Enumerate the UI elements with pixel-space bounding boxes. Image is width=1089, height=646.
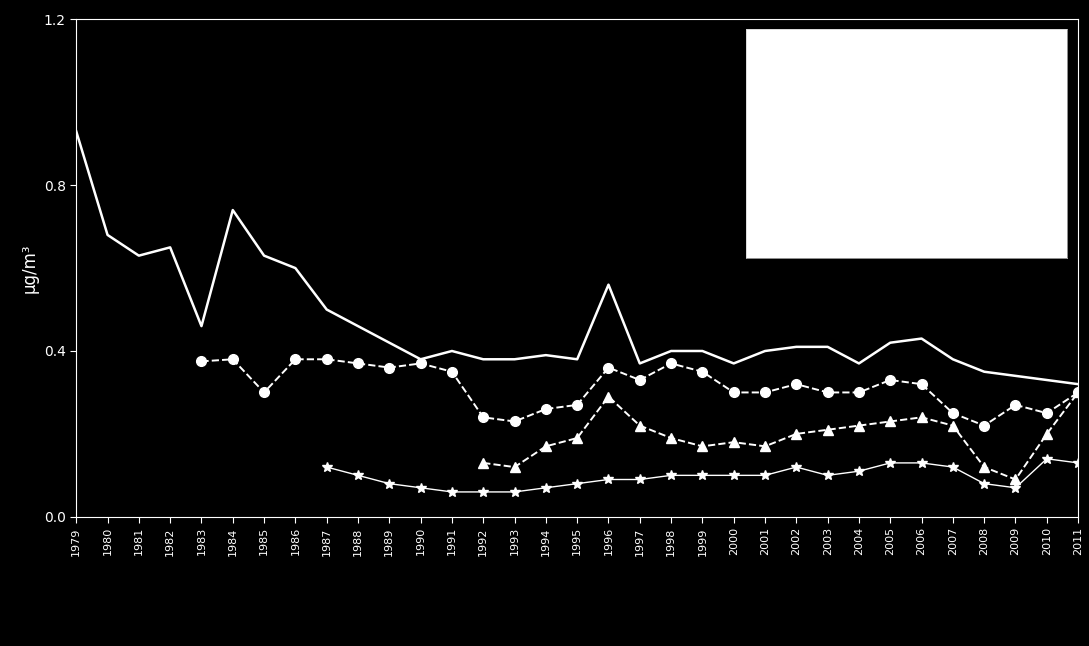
Y-axis label: μg/m³: μg/m³ [21,244,38,293]
